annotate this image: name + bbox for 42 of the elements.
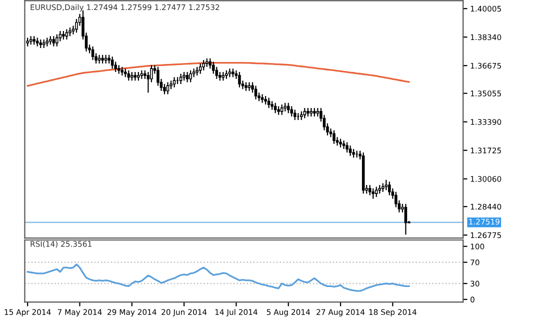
candlestick bbox=[267, 97, 270, 109]
candlestick bbox=[91, 46, 94, 61]
candlestick bbox=[208, 58, 212, 70]
candlestick bbox=[293, 109, 296, 121]
candlestick bbox=[348, 145, 352, 156]
candlestick bbox=[280, 104, 284, 116]
candlestick bbox=[110, 56, 114, 70]
candlestick bbox=[384, 179, 388, 191]
candlestick bbox=[228, 68, 232, 78]
candlestick bbox=[332, 130, 336, 144]
candlestick bbox=[286, 102, 290, 114]
candlestick bbox=[186, 71, 189, 83]
line-series bbox=[26, 62, 410, 87]
candlestick bbox=[342, 140, 346, 150]
candlestick bbox=[166, 82, 170, 95]
candlestick bbox=[254, 85, 258, 100]
candlestick bbox=[260, 94, 264, 104]
candlestick bbox=[388, 181, 391, 196]
candlestick bbox=[316, 107, 320, 118]
candlestick bbox=[75, 18, 78, 34]
candlestick bbox=[215, 66, 218, 80]
candlestick bbox=[163, 83, 166, 95]
candlestick bbox=[372, 188, 375, 200]
candlestick bbox=[127, 70, 130, 82]
candlestick bbox=[65, 28, 68, 40]
candlestick bbox=[198, 62, 202, 74]
candlestick bbox=[179, 73, 182, 85]
candlestick bbox=[374, 186, 378, 198]
candlestick bbox=[189, 70, 192, 83]
candlestick bbox=[290, 106, 294, 118]
candlestick bbox=[56, 34, 58, 47]
candlestick bbox=[146, 71, 150, 94]
candlestick bbox=[404, 203, 408, 236]
candlestick bbox=[98, 54, 101, 64]
candlestick bbox=[248, 82, 251, 92]
candlestick bbox=[172, 76, 176, 88]
candlestick bbox=[368, 184, 372, 196]
candlestick bbox=[346, 142, 348, 154]
candlestick bbox=[202, 59, 206, 71]
line-series bbox=[26, 264, 410, 292]
candlestick bbox=[238, 71, 241, 88]
candlestick bbox=[52, 36, 56, 47]
